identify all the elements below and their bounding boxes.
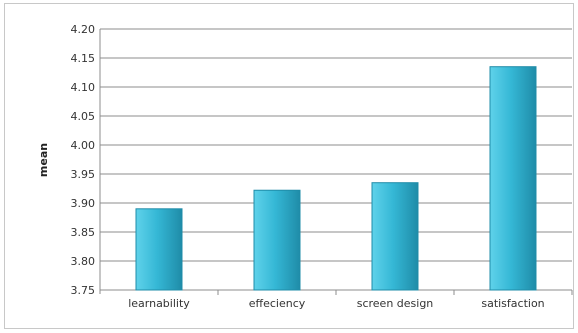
- y-tick-label: 4.10: [71, 81, 96, 94]
- bar-effeciency: [253, 189, 301, 291]
- y-tick-label: 3.75: [71, 284, 96, 297]
- y-tick-label: 3.80: [71, 255, 96, 268]
- bar-screen-design: [371, 182, 419, 291]
- x-tick-label: effeciency: [249, 297, 306, 310]
- y-axis-title: mean: [37, 143, 50, 177]
- bars: [135, 66, 537, 291]
- x-tick-labels: learnability effeciency screen design satis…: [128, 297, 544, 310]
- y-tick-label: 3.95: [71, 168, 96, 181]
- y-tick-label: 3.85: [71, 226, 96, 239]
- y-tick-label: 4.20: [71, 23, 96, 36]
- y-tick-label: 4.00: [71, 139, 96, 152]
- y-tick-label: 4.15: [71, 52, 96, 65]
- x-tick-label: learnability: [128, 297, 190, 310]
- x-tick-label: satisfaction: [481, 297, 544, 310]
- y-tick-labels: 3.75 3.80 3.85 3.90 3.95 4.00 4.05 4.10 4.15 4.20: [71, 23, 96, 297]
- bar-learnability: [135, 208, 183, 291]
- x-tick-label: screen design: [357, 297, 434, 310]
- y-tick-label: 4.05: [71, 110, 96, 123]
- y-tick-label: 3.90: [71, 197, 96, 210]
- bar-satisfaction: [489, 66, 537, 291]
